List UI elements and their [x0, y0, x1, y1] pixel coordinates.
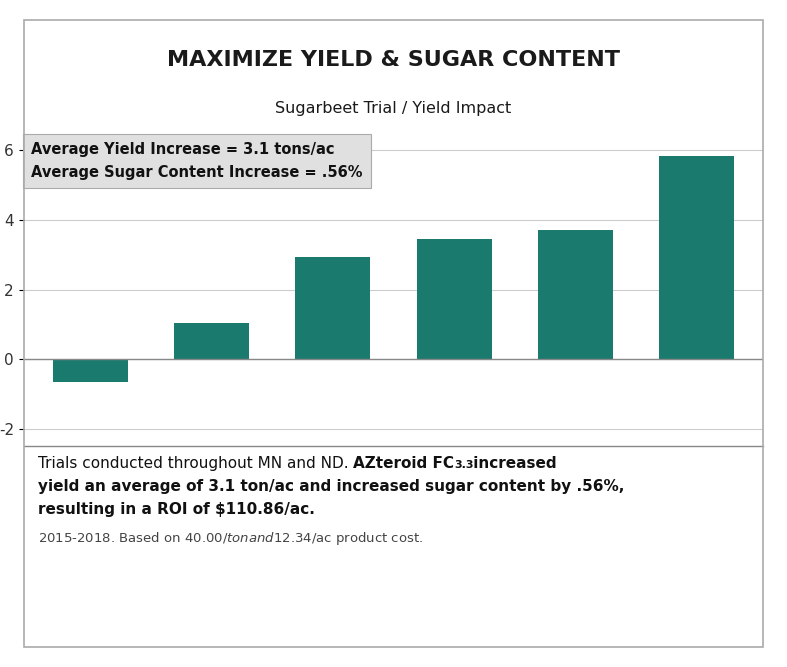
Text: Average Yield Increase = 3.1 tons/ac
Average Sugar Content Increase = .56%: Average Yield Increase = 3.1 tons/ac Ave…	[31, 142, 363, 180]
Bar	[416, 239, 492, 360]
Bar	[53, 360, 128, 382]
Bar	[295, 257, 371, 360]
Text: increased: increased	[468, 456, 556, 472]
Bar	[174, 323, 249, 360]
Text: AZteroid FC: AZteroid FC	[353, 456, 454, 472]
Text: Trials conducted throughout MN and ND.: Trials conducted throughout MN and ND.	[38, 456, 353, 472]
Text: 3.3: 3.3	[454, 460, 474, 470]
Text: yield an average of 3.1 ton/ac and increased sugar content by .56%,: yield an average of 3.1 ton/ac and incre…	[38, 480, 624, 494]
Text: MAXIMIZE YIELD & SUGAR CONTENT: MAXIMIZE YIELD & SUGAR CONTENT	[167, 49, 620, 69]
Text: resulting in a ROI of $110.86/ac.: resulting in a ROI of $110.86/ac.	[38, 502, 315, 518]
Bar	[659, 155, 734, 360]
Text: Sugarbeet Trial / Yield Impact: Sugarbeet Trial / Yield Impact	[275, 101, 512, 115]
Text: 2015-2018. Based on $40.00/ton and $12.34/ac product cost.: 2015-2018. Based on $40.00/ton and $12.3…	[38, 530, 423, 548]
Bar	[538, 230, 613, 360]
